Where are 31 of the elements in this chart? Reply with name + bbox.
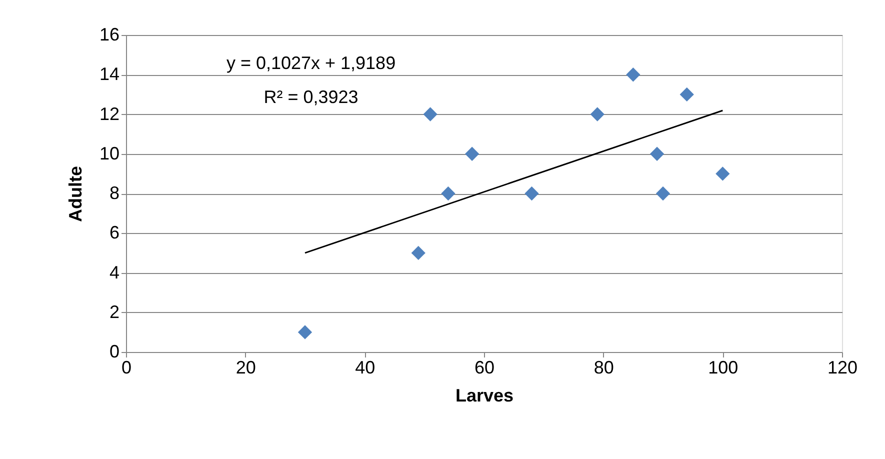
y-tick-label: 8 — [109, 183, 120, 203]
point — [423, 107, 438, 122]
y-tick-label: 6 — [109, 222, 120, 243]
point — [650, 146, 664, 161]
y-tick-label: 12 — [99, 104, 120, 124]
y-tick-label: 10 — [99, 143, 120, 164]
y-tick-label: 2 — [109, 302, 120, 322]
point — [411, 246, 426, 260]
y-tick-label: 0 — [109, 342, 120, 362]
x-tick-label: 60 — [474, 358, 495, 378]
annotation: R² = 0,3923 — [264, 87, 358, 107]
point — [298, 325, 312, 340]
point — [590, 107, 604, 122]
point — [716, 166, 730, 181]
y-tick-label: 14 — [99, 64, 120, 84]
point — [656, 186, 670, 201]
x-axis-title: Larves — [455, 386, 514, 406]
point — [524, 186, 539, 201]
x-tick-label: 20 — [236, 358, 256, 378]
y-axis-title: Adulte — [65, 166, 86, 222]
annotation: y = 0,1027x + 1,9189 — [226, 53, 396, 73]
x-tick-label: 40 — [355, 358, 376, 378]
x-tick-label: 120 — [827, 358, 858, 378]
point — [626, 68, 640, 82]
x-tick-label: 80 — [594, 358, 614, 378]
x-tick-label: 100 — [708, 358, 738, 378]
point — [464, 146, 480, 161]
y-tick-label: 4 — [109, 262, 120, 282]
y-tick-label: 16 — [99, 24, 120, 44]
point — [680, 87, 694, 102]
point — [441, 186, 456, 201]
